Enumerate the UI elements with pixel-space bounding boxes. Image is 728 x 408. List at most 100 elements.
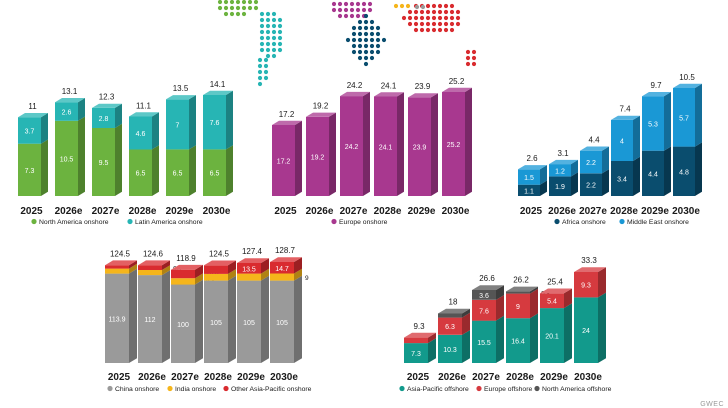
bar-side-asia_onshore-1-0: [129, 263, 137, 274]
bar-segment-europe-0-1: [306, 116, 329, 196]
bar-segment-europe-0-0: [272, 125, 295, 196]
bar-side-americas-0-5: [226, 145, 233, 196]
bar-top-americas-5: [203, 90, 233, 95]
segment-label-africa_me-0-0: 1.1: [524, 188, 534, 195]
chart-europe: 17.2 17.2 2025 19.2 19.2 2026e 24.2 24.2 2027e 24…: [272, 77, 472, 226]
legend-label-africa_me-1: Middle East onshore: [627, 219, 689, 226]
bar-side-asia_onshore-0-4: [261, 275, 269, 363]
bar-segment-americas-0-3: [129, 149, 152, 196]
bar-segment-asia_onshore-1-4: [237, 273, 261, 281]
bar-top-americas-3: [129, 112, 159, 117]
bar-top-europe-3: [374, 92, 404, 97]
bar-segment-offshore-1-4: [540, 293, 564, 309]
bar-side-offshore-0-2: [496, 315, 504, 363]
total-label-europe-0: 17.2: [279, 110, 295, 119]
bar-side-offshore-1-4: [564, 288, 572, 309]
bar-side-americas-0-4: [189, 145, 196, 196]
category-label-offshore-2: 2027e: [472, 372, 500, 383]
bar-segment-asia_onshore-2-4: [237, 263, 261, 274]
segment-label-africa_me-0-4: 4.4: [648, 171, 658, 178]
bar-segment-americas-0-5: [203, 149, 226, 196]
category-label-africa_me-5: 2030e: [672, 206, 700, 217]
legend-swatch-africa_me-1: [619, 218, 625, 225]
bar-side-asia_onshore-2-1: [162, 260, 170, 270]
bar-top-asia_onshore-5: [270, 257, 302, 262]
segment-label-asia_onshore-0-0: 113.9: [109, 316, 126, 323]
bar-top-offshore-2: [472, 285, 504, 290]
bar-top-offshore-0: [404, 332, 436, 338]
category-label-europe-3: 2028e: [374, 206, 402, 217]
bar-segment-europe-0-2: [340, 96, 363, 196]
bar-top-asia_onshore-0: [105, 260, 137, 266]
bar-side-asia_onshore-2-5: [294, 257, 302, 274]
legend-label-europe-0: Europe onshore: [339, 219, 388, 226]
bar-side-offshore-0-1: [462, 330, 470, 363]
bar-segment-europe-0-4: [408, 97, 431, 196]
world-map-dots: [217, 0, 477, 87]
category-label-africa_me-1: 2026e: [548, 206, 576, 217]
legend-swatch-asia_onshore-0: [107, 385, 113, 392]
bar-segment-offshore-2-3: [506, 291, 530, 294]
segment-label-offshore-2-2: 3.6: [479, 293, 489, 300]
bar-side-offshore-1-1: [462, 312, 470, 335]
total-label-africa_me-1: 3.1: [557, 149, 569, 158]
bar-side-americas-0-3: [152, 145, 159, 196]
segment-label-americas-0-4: 6.5: [173, 171, 183, 178]
bar-side-asia_onshore-1-2: [195, 273, 203, 285]
category-label-asia_onshore-0: 2025: [108, 372, 131, 383]
bar-segment-europe-0-3: [374, 96, 397, 196]
bar-segment-offshore-2-2: [472, 290, 496, 300]
total-label-americas-1: 13.1: [62, 87, 78, 96]
segment-label-offshore-1-5: 9.3: [581, 283, 591, 290]
bar-segment-offshore-0-0: [404, 343, 428, 363]
bar-segment-americas-1-3: [129, 116, 152, 150]
total-label-offshore-1: 18: [449, 298, 458, 307]
bar-top-offshore-4: [540, 288, 572, 294]
bar-segment-asia_onshore-1-2: [171, 278, 195, 285]
category-label-americas-0: 2025: [20, 206, 43, 217]
bar-side-offshore-2-1: [462, 308, 470, 318]
bar-top-europe-1: [306, 112, 336, 117]
category-label-asia_onshore-5: 2030e: [270, 372, 298, 383]
total-label-americas-2: 12.3: [99, 93, 115, 102]
category-label-europe-2: 2027e: [340, 206, 368, 217]
bar-segment-offshore-1-1: [438, 317, 462, 335]
segment-label-offshore-0-2: 15.5: [477, 340, 491, 347]
legend-label-offshore-2: North America offshore: [542, 386, 612, 393]
category-label-americas-4: 2029e: [166, 206, 194, 217]
bar-side-africa_me-1-3: [633, 115, 640, 161]
bar-side-asia_onshore-0-5: [294, 275, 302, 363]
legend-swatch-europe-0: [331, 218, 337, 225]
segment-label-africa_me-1-1: 1.2: [555, 168, 565, 175]
bar-segment-europe-0-5: [442, 92, 465, 196]
bar-top-americas-4: [166, 95, 196, 100]
segment-label-africa_me-1-2: 2.2: [586, 160, 596, 167]
category-label-offshore-5: 2030e: [574, 372, 602, 383]
bar-segment-africa_me-0-4: [642, 150, 664, 196]
total-label-americas-4: 13.5: [173, 84, 189, 93]
bar-segment-africa_me-0-3: [611, 161, 633, 196]
segment-label-offshore-0-3: 16.4: [511, 339, 525, 346]
bar-top-africa_me-0: [518, 165, 547, 170]
bar-segment-americas-0-0: [18, 143, 41, 196]
legend-swatch-offshore-0: [399, 385, 405, 392]
bar-segment-asia_onshore-0-3: [204, 280, 228, 363]
legend-label-offshore-0: Asia-Pacific offshore: [407, 386, 469, 393]
bar-segment-americas-1-5: [203, 95, 226, 150]
category-label-europe-5: 2030e: [442, 206, 470, 217]
bar-side-offshore-1-3: [530, 288, 538, 319]
bar-side-europe-0-1: [329, 112, 336, 196]
bar-side-americas-0-0: [41, 139, 48, 196]
legend-swatch-americas-0: [31, 218, 37, 225]
bar-side-americas-0-2: [115, 123, 122, 196]
bar-side-americas-1-3: [152, 112, 159, 150]
bar-segment-offshore-0-3: [506, 318, 530, 363]
total-label-europe-4: 23.9: [415, 82, 431, 91]
bar-side-africa_me-0-3: [633, 156, 640, 196]
segment-label-americas-0-2: 9.5: [99, 160, 109, 167]
bar-segment-americas-0-1: [55, 120, 78, 196]
bar-top-africa_me-3: [611, 115, 640, 120]
bar-top-africa_me-2: [580, 146, 609, 151]
segment-label-offshore-0-1: 10.3: [443, 347, 457, 354]
bar-side-asia_onshore-2-3: [228, 260, 236, 274]
